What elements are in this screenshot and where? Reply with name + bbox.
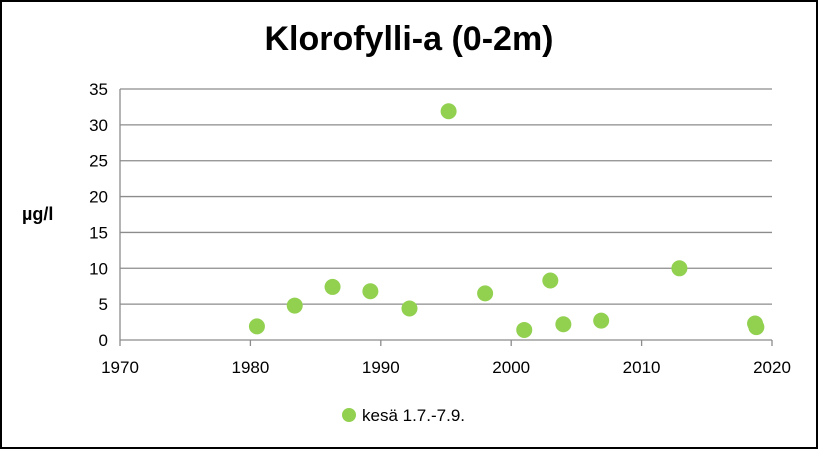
y-tick-label: 20 [89, 188, 108, 207]
data-point [748, 319, 765, 336]
x-tick-label: 1990 [362, 358, 400, 377]
x-tick-labels: 1970 1980 1990 2000 2010 2020 [101, 340, 791, 377]
data-point [555, 316, 572, 333]
y-tick-label: 0 [99, 331, 108, 350]
legend-marker [342, 408, 356, 422]
data-point [401, 300, 418, 317]
data-point [542, 272, 559, 289]
legend-label: kesä 1.7.-7.9. [362, 406, 465, 425]
y-tick-label: 10 [89, 259, 108, 278]
data-point [362, 283, 379, 300]
chart-title: Klorofylli-a (0-2m) [264, 20, 554, 58]
y-tick-label: 30 [89, 116, 108, 135]
data-points [248, 103, 765, 338]
x-tick-label: 1980 [231, 358, 269, 377]
data-point [671, 260, 688, 277]
axes [119, 89, 772, 341]
data-point [516, 321, 533, 338]
legend: kesä 1.7.-7.9. [342, 406, 465, 425]
y-tick-label: 25 [89, 152, 108, 171]
x-tick-label: 2010 [623, 358, 661, 377]
y-tick-labels: 0 5 10 15 20 25 30 35 [89, 80, 108, 350]
data-point [477, 285, 494, 302]
y-tick-label: 35 [89, 80, 108, 99]
y-tick-label: 15 [89, 223, 108, 242]
data-point [593, 312, 610, 329]
y-axis-label: µg/l [22, 204, 53, 224]
grid-lines [120, 88, 772, 305]
data-point [324, 278, 341, 295]
x-tick-label: 2020 [753, 358, 791, 377]
data-point [440, 103, 457, 120]
x-tick-label: 2000 [492, 358, 530, 377]
y-tick-label: 5 [99, 295, 108, 314]
data-point [286, 297, 303, 314]
x-tick-label: 1970 [101, 358, 139, 377]
data-point [248, 318, 265, 335]
